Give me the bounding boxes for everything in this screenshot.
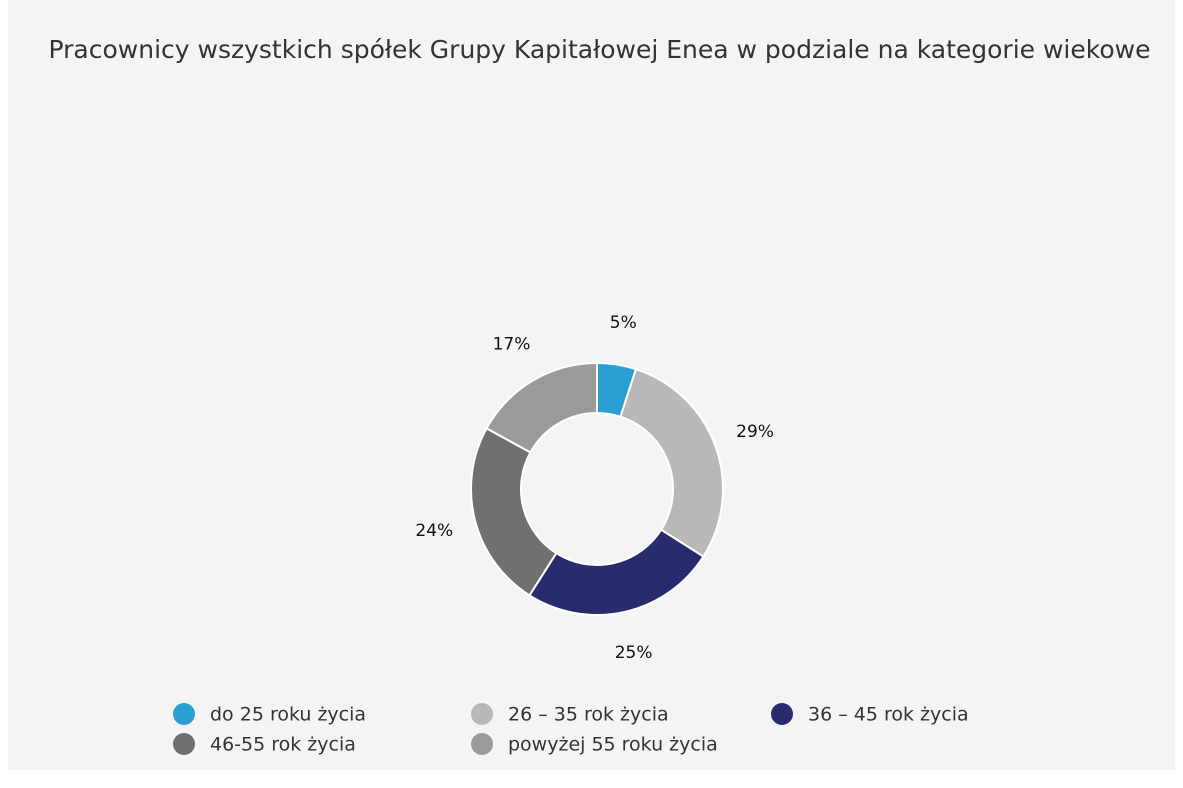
- slice: [485, 361, 598, 454]
- legend-label: 36 – 45 rok życia: [808, 704, 969, 726]
- legend-label: 46-55 rok życia: [210, 734, 356, 756]
- chart-title: Pracownicy wszystkich spółek Grupy Kapit…: [48, 35, 1151, 64]
- legend-marker: [471, 703, 493, 725]
- legend-marker: [771, 703, 793, 725]
- legend-label: do 25 roku życia: [210, 704, 366, 726]
- data-label: 17%: [493, 334, 531, 354]
- slice: [470, 426, 558, 597]
- data-label: 5%: [610, 313, 637, 333]
- data-label: 24%: [415, 521, 453, 541]
- slice: [528, 528, 705, 616]
- data-label: 29%: [736, 422, 774, 442]
- legend-marker: [173, 733, 195, 755]
- data-label: 25%: [615, 643, 653, 663]
- legend-label: 26 – 35 rok życia: [508, 704, 669, 726]
- legend-marker: [471, 733, 493, 755]
- legend-label: powyżej 55 roku życia: [508, 734, 718, 756]
- slice: [619, 367, 724, 558]
- legend-marker: [173, 703, 195, 725]
